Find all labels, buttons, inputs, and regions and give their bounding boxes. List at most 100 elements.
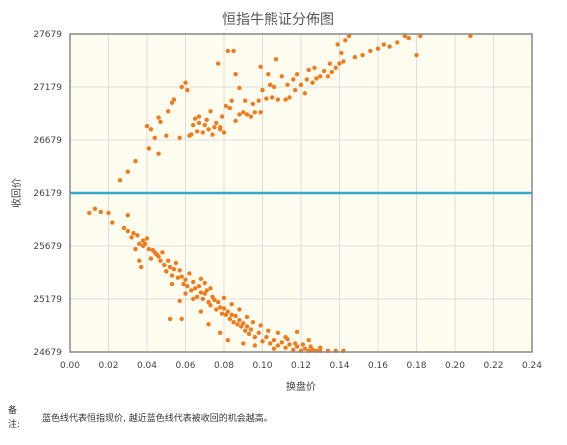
- data-point: [125, 228, 130, 234]
- data-point: [169, 273, 175, 278]
- data-point: [200, 296, 205, 302]
- data-point: [310, 347, 315, 352]
- x-axis-ticks: 0.00 0.02 0.04 0.06 0.08 0.10 0.12 0.14 0.16 0.18…: [60, 361, 542, 371]
- data-point: [139, 264, 144, 270]
- x-tick-label: 0.14: [329, 361, 349, 371]
- data-point: [304, 77, 309, 82]
- data-point: [110, 220, 115, 225]
- data-point: [191, 296, 196, 302]
- data-point: [117, 178, 123, 183]
- data-point: [283, 97, 288, 102]
- data-point: [179, 274, 184, 279]
- data-point: [221, 306, 227, 311]
- x-axis-label: 换盘价: [286, 380, 316, 393]
- data-point: [183, 80, 188, 85]
- data-point: [291, 347, 296, 352]
- x-tick-label: 0.16: [368, 361, 388, 371]
- data-point: [258, 110, 263, 115]
- data-point: [162, 262, 167, 268]
- data-point: [208, 303, 213, 308]
- data-point: [227, 316, 232, 322]
- data-point: [375, 46, 381, 51]
- data-point: [148, 127, 154, 132]
- data-point: [231, 48, 236, 54]
- data-point: [252, 343, 257, 348]
- data-point: [268, 82, 273, 88]
- data-point: [196, 114, 202, 119]
- data-point: [266, 72, 271, 77]
- x-tick-label: 0.20: [445, 361, 465, 371]
- data-point: [183, 291, 188, 296]
- data-point: [156, 115, 161, 120]
- data-point: [160, 250, 165, 255]
- chart-note: 备注: 蓝色线代表恒指现价, 越近蓝色线代表被收回的机会越高。: [8, 404, 560, 438]
- data-point: [191, 279, 196, 285]
- x-tick-label: 0.22: [483, 361, 503, 371]
- data-point: [106, 210, 111, 216]
- data-point: [271, 84, 277, 90]
- data-point: [293, 341, 298, 346]
- data-point: [314, 76, 319, 81]
- data-point: [225, 338, 230, 343]
- data-point: [164, 269, 169, 274]
- data-point: [131, 231, 136, 236]
- data-point: [333, 65, 338, 71]
- data-point: [212, 125, 217, 130]
- y-axis-ticks: 24679 25179 25679 26179 26679 27179 27679: [33, 30, 62, 358]
- data-point: [167, 264, 173, 270]
- data-point: [223, 103, 229, 109]
- data-point: [196, 120, 202, 126]
- y-tick-label: 26679: [33, 136, 62, 146]
- data-point: [158, 258, 163, 263]
- data-point: [167, 316, 173, 322]
- data-point: [387, 44, 392, 49]
- data-point: [206, 299, 211, 305]
- data-point: [229, 98, 234, 103]
- data-point: [368, 48, 373, 54]
- data-point: [140, 243, 146, 249]
- plot-border: [69, 33, 533, 353]
- data-point: [337, 61, 342, 66]
- data-point: [137, 241, 142, 246]
- data-point: [225, 309, 230, 314]
- data-point: [214, 307, 219, 312]
- data-point: [191, 122, 196, 128]
- data-point: [185, 284, 190, 289]
- data-point: [192, 116, 198, 121]
- data-point: [381, 42, 386, 47]
- y-tick-label: 27179: [33, 83, 62, 93]
- data-point: [302, 91, 308, 96]
- data-point: [248, 327, 254, 332]
- data-point: [329, 69, 334, 75]
- y-tick-label: 26179: [33, 189, 62, 199]
- note-text: 蓝色线代表恒指现价, 越近蓝色线代表被收回的机会越高。: [42, 414, 273, 424]
- data-point: [169, 281, 175, 287]
- data-point: [306, 338, 311, 343]
- data-point: [177, 268, 182, 273]
- data-point: [418, 33, 423, 39]
- data-point: [250, 320, 256, 325]
- x-tick-label: 0.24: [522, 361, 542, 371]
- data-point: [268, 341, 273, 346]
- data-point: [175, 275, 180, 280]
- x-tick-label: 0.10: [252, 361, 272, 371]
- data-point: [269, 95, 275, 100]
- data-point: [171, 267, 177, 272]
- data-point: [208, 109, 213, 114]
- y-tick-label: 24679: [33, 348, 62, 358]
- data-point: [202, 291, 207, 296]
- data-point: [275, 343, 281, 348]
- x-tick-label: 0.08: [214, 361, 234, 371]
- data-point: [221, 130, 227, 135]
- data-point: [244, 314, 250, 320]
- data-point: [339, 50, 344, 56]
- data-point: [173, 260, 179, 266]
- data-point: [200, 130, 205, 135]
- data-point: [341, 59, 346, 64]
- data-point: [212, 297, 217, 303]
- x-tick-label: 0.12: [291, 361, 311, 371]
- data-point: [125, 213, 130, 218]
- data-point: [298, 82, 304, 88]
- data-point: [237, 307, 242, 312]
- data-point: [227, 105, 232, 111]
